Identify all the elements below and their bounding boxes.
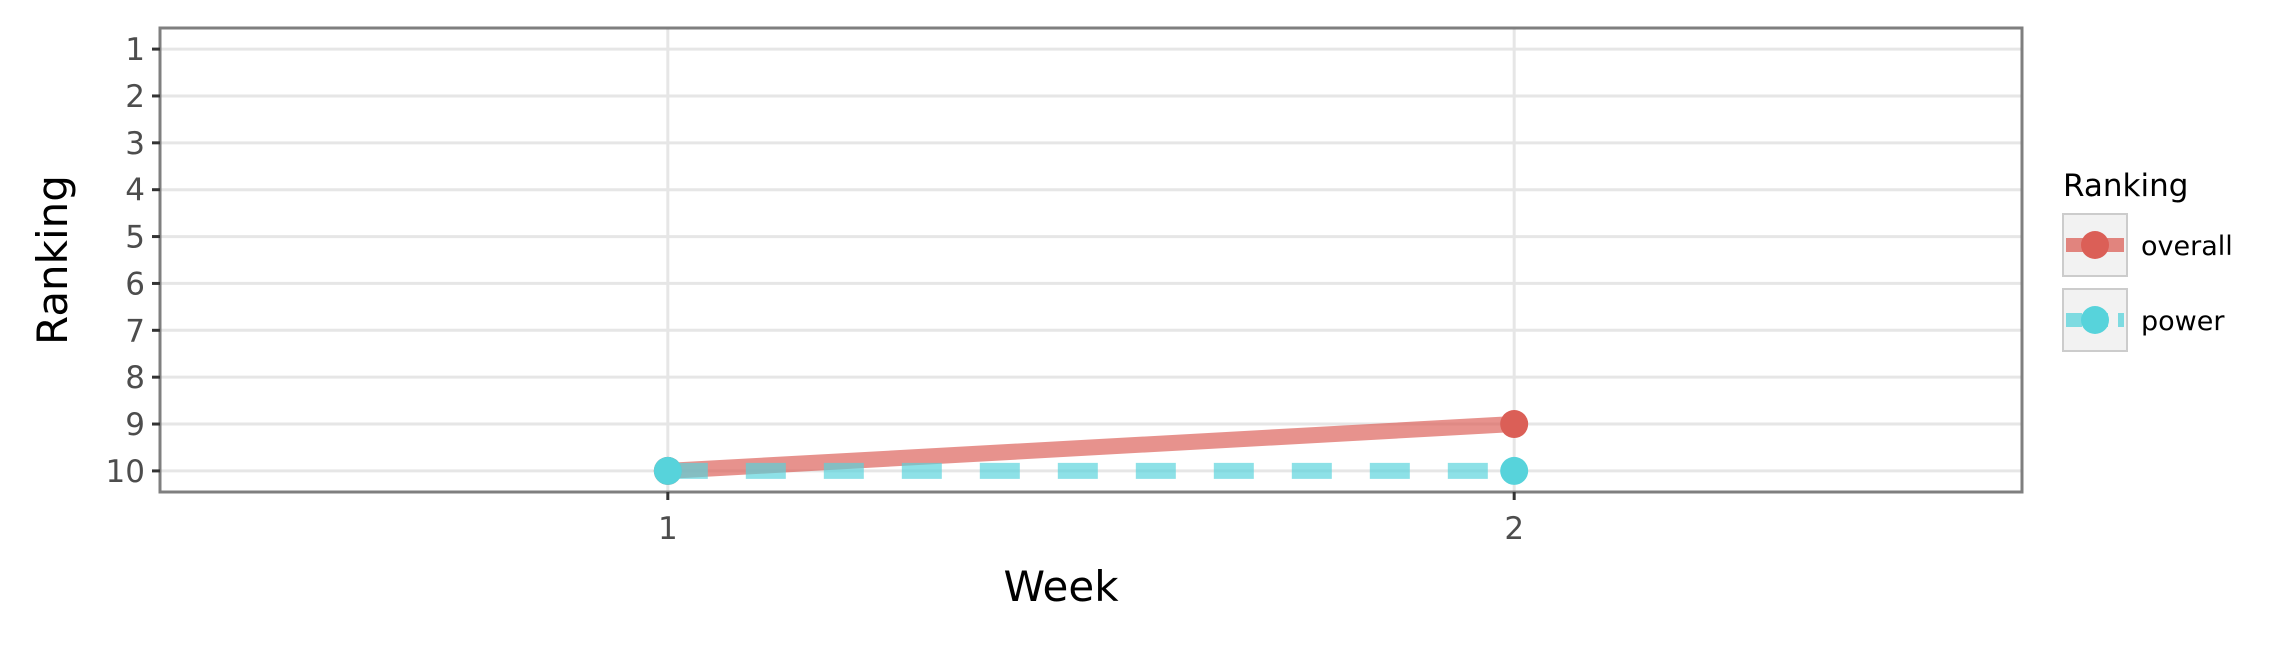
y-tick-label: 4 bbox=[125, 173, 145, 209]
series-point-power bbox=[1500, 456, 1529, 485]
y-tick-label: 6 bbox=[125, 266, 145, 302]
y-tick-label: 3 bbox=[125, 126, 145, 162]
y-tick-label: 2 bbox=[125, 79, 145, 115]
y-tick-label: 10 bbox=[106, 454, 145, 490]
axis-ticks: 1 2 3 4 5 6 7 8 9 10 1 2 bbox=[106, 32, 1525, 547]
plot-panel-background bbox=[160, 28, 2022, 492]
series-point-overall bbox=[1500, 410, 1529, 439]
plot-panel-border bbox=[158, 26, 2024, 494]
legend: overall power bbox=[2062, 213, 2233, 352]
y-tick-label: 1 bbox=[125, 32, 145, 68]
y-tick-label: 7 bbox=[125, 313, 145, 349]
grid-lines bbox=[160, 28, 2022, 492]
x-tick-label: 2 bbox=[1504, 511, 1524, 547]
series-line-overall bbox=[667, 416, 1515, 479]
y-tick-label: 8 bbox=[125, 360, 145, 396]
y-axis-title: Ranking bbox=[28, 175, 77, 345]
legend-label-power: power bbox=[2141, 306, 2225, 337]
legend-key-point-power bbox=[2081, 306, 2109, 334]
series-layer bbox=[653, 410, 1529, 485]
series-point-power bbox=[653, 456, 682, 485]
legend-title: Ranking bbox=[2063, 168, 2188, 204]
legend-key-point-overall bbox=[2081, 231, 2109, 259]
x-axis-title: Week bbox=[1003, 562, 1119, 611]
legend-label-overall: overall bbox=[2141, 231, 2233, 262]
x-tick-label: 1 bbox=[658, 511, 678, 547]
y-tick-label: 5 bbox=[125, 220, 145, 256]
y-tick-label: 9 bbox=[125, 407, 145, 443]
